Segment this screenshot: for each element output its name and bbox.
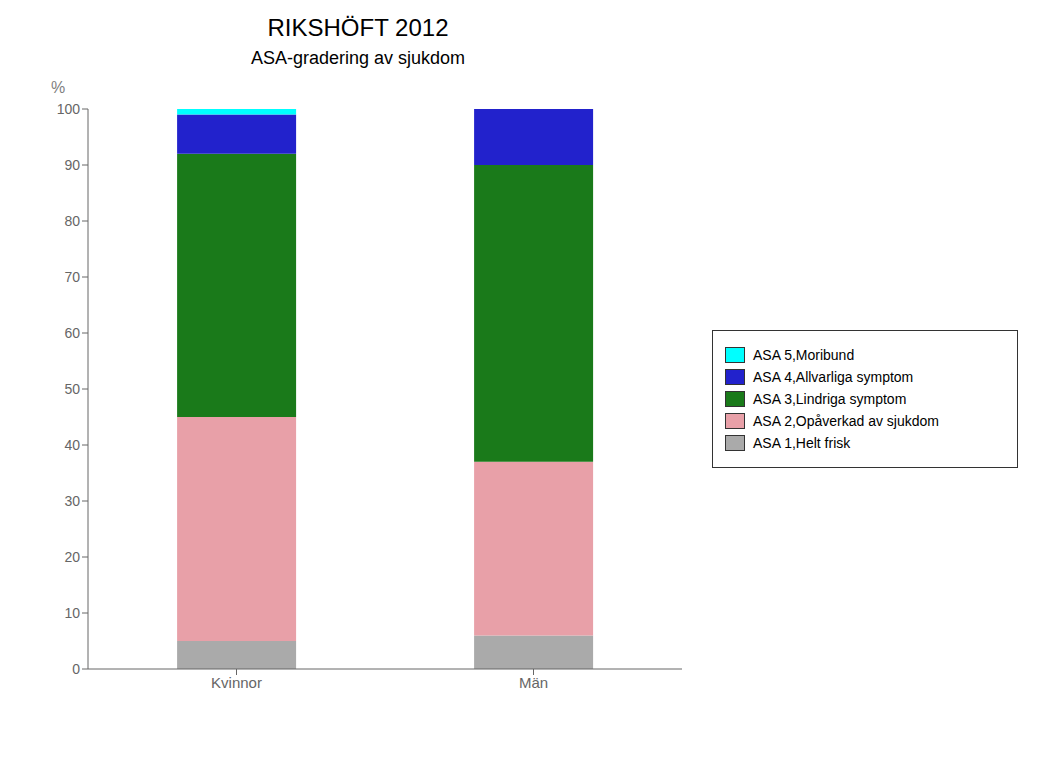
svg-text:0: 0 <box>72 661 80 677</box>
svg-text:20: 20 <box>64 549 80 565</box>
svg-text:%: % <box>51 79 65 96</box>
html-text:ASA 4,Allvarliga symptom: ASA 4,Allvarliga symptom <box>753 369 914 385</box>
svg-text:40: 40 <box>64 437 80 453</box>
svg-text:80: 80 <box>64 213 80 229</box>
html-text:ASA 5,Moribund: ASA 5,Moribund <box>753 347 855 363</box>
svg-text:Män: Män <box>519 674 548 691</box>
svg-text:50: 50 <box>64 381 80 397</box>
html-text:ASA 2,Opåverkad av sjukdom: ASA 2,Opåverkad av sjukdom <box>753 413 939 429</box>
html-text:ASA 3,Lindriga symptom: ASA 3,Lindriga symptom <box>753 391 907 407</box>
svg-text:Kvinnor: Kvinnor <box>211 674 262 691</box>
html-text:ASA 1,Helt frisk: ASA 1,Helt frisk <box>753 435 851 451</box>
svg-text:70: 70 <box>64 269 80 285</box>
svg-text:90: 90 <box>64 157 80 173</box>
svg-text:30: 30 <box>64 493 80 509</box>
svg-text:10: 10 <box>64 605 80 621</box>
html-text:ASA-gradering av sjukdom: ASA-gradering av sjukdom <box>250 48 465 68</box>
svg-text:60: 60 <box>64 325 80 341</box>
html-text:RIKSHÖFT 2012: RIKSHÖFT 2012 <box>267 14 449 41</box>
svg-text:100: 100 <box>57 101 81 117</box>
